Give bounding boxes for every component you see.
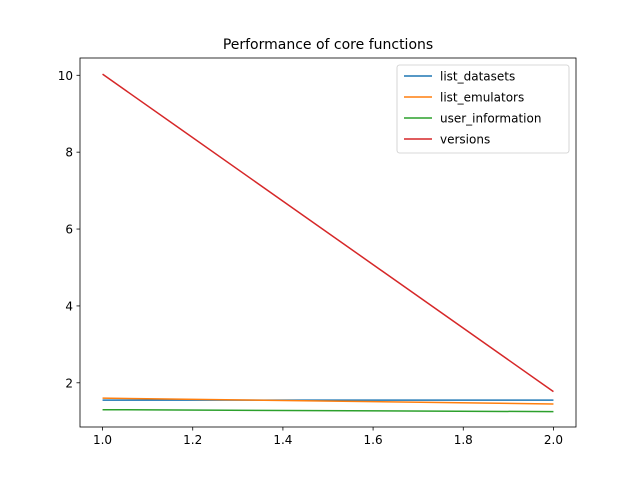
axes-frame	[79, 57, 577, 428]
x-tick-label: 1.0	[93, 433, 112, 447]
chart-title: Performance of core functions	[223, 37, 433, 53]
y-tick-label: 6	[65, 223, 73, 237]
legend-label-user_information: user_information	[440, 112, 541, 126]
y-tick-label: 2	[65, 376, 73, 390]
legend-box	[396, 64, 570, 154]
x-tick-label: 1.2	[183, 433, 202, 447]
legend-label-list_emulators: list_emulators	[440, 91, 524, 105]
y-tick-label: 10	[58, 69, 73, 83]
y-tick-label: 8	[65, 146, 73, 160]
series-line-list_emulators	[102, 397, 554, 405]
x-tick-label: 1.6	[364, 433, 383, 447]
legend: list_datasets list_emulators user_informat…	[396, 64, 570, 154]
series-line-versions	[102, 73, 554, 393]
y-tick-label: 4	[65, 299, 73, 313]
legend-label-versions: versions	[440, 133, 490, 147]
plot-area	[102, 73, 554, 413]
x-tick-label: 1.4	[273, 433, 292, 447]
x-tick-label: 2.0	[544, 433, 563, 447]
x-tick-label: 1.8	[454, 433, 473, 447]
series-line-user_information	[102, 408, 554, 413]
axes: 1.0 1.2 1.4 1.6 1.8 2.0 2 4 6 8 10	[58, 57, 577, 447]
legend-label-list_datasets: list_datasets	[440, 70, 515, 84]
